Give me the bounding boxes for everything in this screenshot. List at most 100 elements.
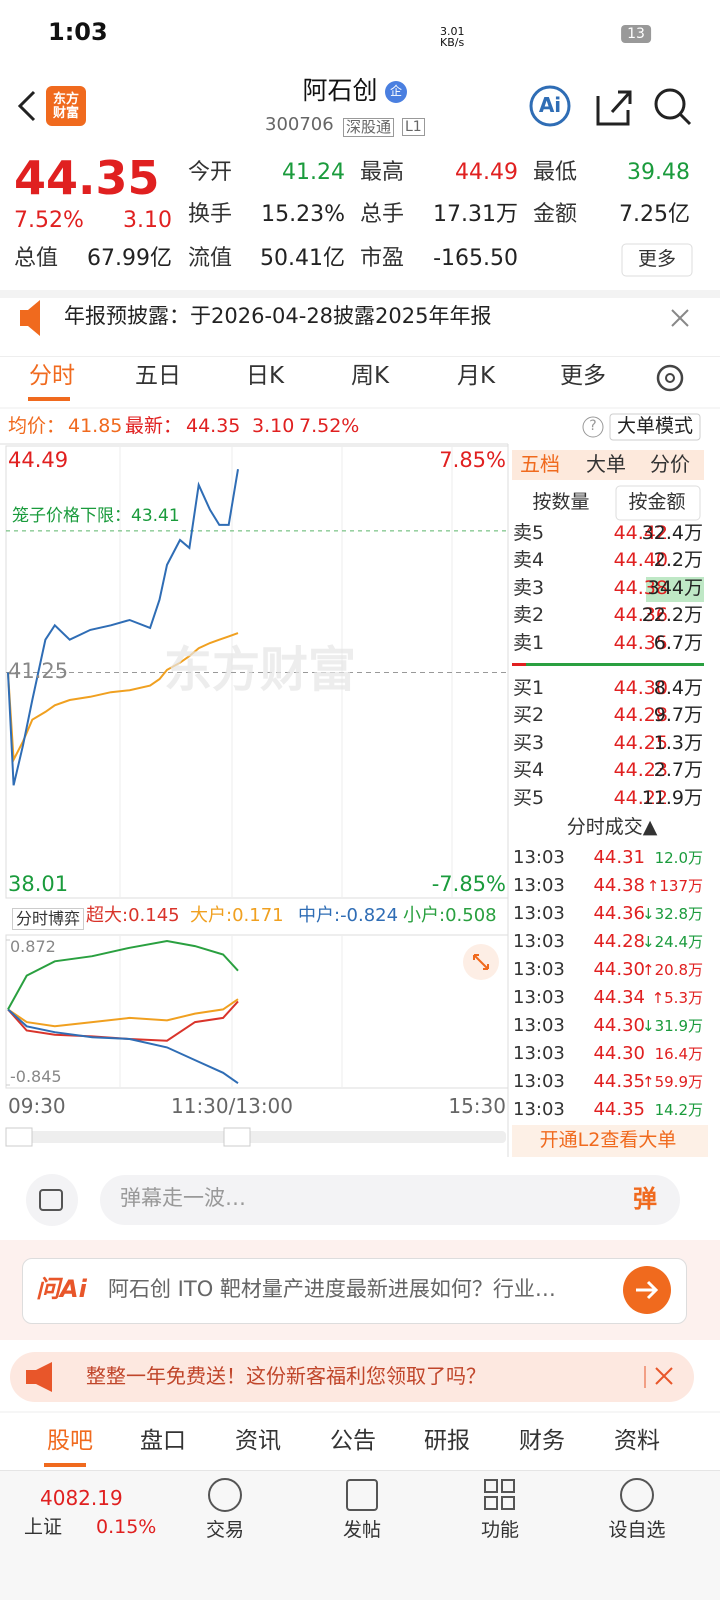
book-price: 44.30 [613, 676, 668, 699]
ai-brand: 问Ai [36, 1274, 87, 1303]
book-volume: 1.3万 [653, 731, 703, 754]
trade-time: 13:03 [513, 847, 565, 869]
level-tag: L1 [402, 118, 425, 137]
tab[interactable]: 月K [456, 363, 496, 390]
flow-title[interactable]: 分时博弈 [12, 908, 85, 931]
clock: 1:03 [48, 17, 108, 46]
section-tab[interactable]: 盘口 [140, 1428, 186, 1455]
trade-time: 13:03 [513, 875, 565, 897]
book-volume: 2.2万 [653, 549, 703, 572]
field-value: 41.24 [282, 159, 345, 185]
legend-entry: 中户:-0.824 [298, 905, 399, 927]
field-label: 今开 [188, 159, 233, 185]
tab[interactable]: 周K [350, 363, 390, 390]
book-label: 卖1 [513, 631, 545, 654]
book-label: 卖4 [513, 549, 545, 572]
l2-bg[interactable] [512, 1125, 708, 1157]
flow-y-tick: 0.872 [10, 937, 56, 957]
nav-item[interactable]: 功能 [480, 1518, 520, 1541]
field-label: 总值 [14, 245, 59, 271]
section-tab[interactable]: 研报 [424, 1428, 470, 1455]
field-label: 总手 [360, 201, 405, 227]
panel-subtab[interactable]: 按数量 [532, 490, 590, 513]
trade-price: 44.30 [593, 959, 645, 981]
section-tab[interactable]: 股吧 [47, 1428, 93, 1455]
trade-price: 44.35 [593, 1099, 645, 1121]
book-price: 44.40 [613, 549, 668, 572]
book-label: 买4 [513, 759, 545, 782]
field-value: 44.49 [455, 159, 518, 185]
index-pct: 0.15% [96, 1515, 157, 1538]
series-line [7, 469, 239, 786]
change: 3.10 [123, 207, 172, 233]
trade-time: 13:03 [513, 1071, 565, 1093]
danmaku-placeholder[interactable]: 弹幕走一波… [120, 1186, 246, 1211]
book-price: 44.23 [613, 759, 668, 782]
mode-button[interactable]: 大单模式 [616, 414, 694, 437]
section-tab[interactable]: 公告 [330, 1428, 376, 1455]
book-price: 44.38 [613, 576, 668, 599]
field-value: 50.41亿 [260, 245, 345, 271]
trade-price: 44.30 [593, 1043, 645, 1065]
pct-top: 7.85% [439, 448, 506, 473]
panel-tab[interactable]: 大单 [586, 452, 626, 476]
trade-price: 44.35 [593, 1071, 645, 1093]
section-tab[interactable]: 财务 [519, 1428, 565, 1455]
panel-subtab[interactable]: 按金额 [628, 490, 686, 513]
nav-item[interactable]: 交易 [205, 1518, 245, 1541]
book-volume: 11.9万 [641, 786, 703, 809]
trade-time: 13:03 [513, 987, 565, 1009]
panel-tab[interactable]: 五档 [520, 452, 560, 476]
section-tab[interactable]: 资料 [614, 1428, 660, 1455]
nav-item[interactable]: 发帖 [342, 1518, 382, 1541]
field-label: 市盈 [360, 245, 405, 271]
field-value: -165.50 [433, 245, 518, 271]
index-name: 上证 [24, 1515, 63, 1538]
book-price: 44.35 [613, 631, 668, 654]
y-min-label: 38.01 [8, 872, 69, 897]
panel-tab[interactable]: 分价 [650, 452, 690, 476]
badge: 企 [389, 84, 403, 99]
trade-time: 13:03 [513, 931, 565, 953]
limit-label: 笼子价格下限：43.41 [12, 506, 180, 527]
series-line [7, 632, 239, 764]
stock-name: 阿石创 [302, 76, 378, 106]
field-value: 39.48 [627, 159, 690, 185]
ai-button[interactable]: Ai [538, 93, 562, 117]
field-label: 流值 [188, 245, 233, 271]
more-button[interactable]: 更多 [637, 247, 677, 270]
book-volume: 2.7万 [653, 759, 703, 782]
book-price: 44.22 [613, 786, 668, 809]
promo-bar[interactable] [10, 1352, 694, 1402]
danmaku-button[interactable]: 弹 [633, 1184, 657, 1213]
ai-question[interactable]: 阿石创 ITO 靶材量产进度最新进展如何？行业… [108, 1277, 556, 1302]
field-label: 最高 [360, 159, 405, 185]
trade-price: 44.31 [593, 847, 645, 869]
l2-link[interactable]: 开通L2查看大单 [539, 1128, 677, 1151]
net-speed: 3.01 KB/s [440, 24, 465, 49]
x-tick-label: 15:30 [448, 1094, 506, 1118]
section-tab[interactable]: 资讯 [235, 1428, 281, 1455]
field-value: 17.31万 [433, 201, 518, 227]
trade-volume: 14.2万 [654, 1100, 703, 1119]
tab[interactable]: 更多 [560, 363, 606, 390]
tab[interactable]: 分时 [29, 363, 75, 390]
ai-box[interactable] [22, 1258, 687, 1324]
series-line [7, 1000, 239, 1042]
nav-item[interactable]: 设自选 [608, 1518, 666, 1541]
x-tick-label: 09:30 [8, 1094, 66, 1118]
tab[interactable]: 五日 [135, 363, 181, 390]
info-change: 3.10 [252, 414, 295, 437]
trade-volume: ↑5.3万 [651, 988, 703, 1007]
watermark: 东方财富 [163, 641, 357, 698]
book-volume: 32.4万 [641, 521, 703, 544]
notice-bar [0, 290, 720, 357]
field-value: 15.23% [261, 201, 345, 227]
trade-volume: ↑20.8万 [642, 960, 703, 979]
promo-text[interactable]: 整整一年免费送！这份新客福利您领取了吗？ [86, 1364, 486, 1388]
help-icon: ? [589, 418, 597, 435]
book-volume: 22.2万 [641, 604, 703, 627]
tab[interactable]: 日K [245, 363, 285, 390]
danmaku-input[interactable] [100, 1175, 680, 1225]
